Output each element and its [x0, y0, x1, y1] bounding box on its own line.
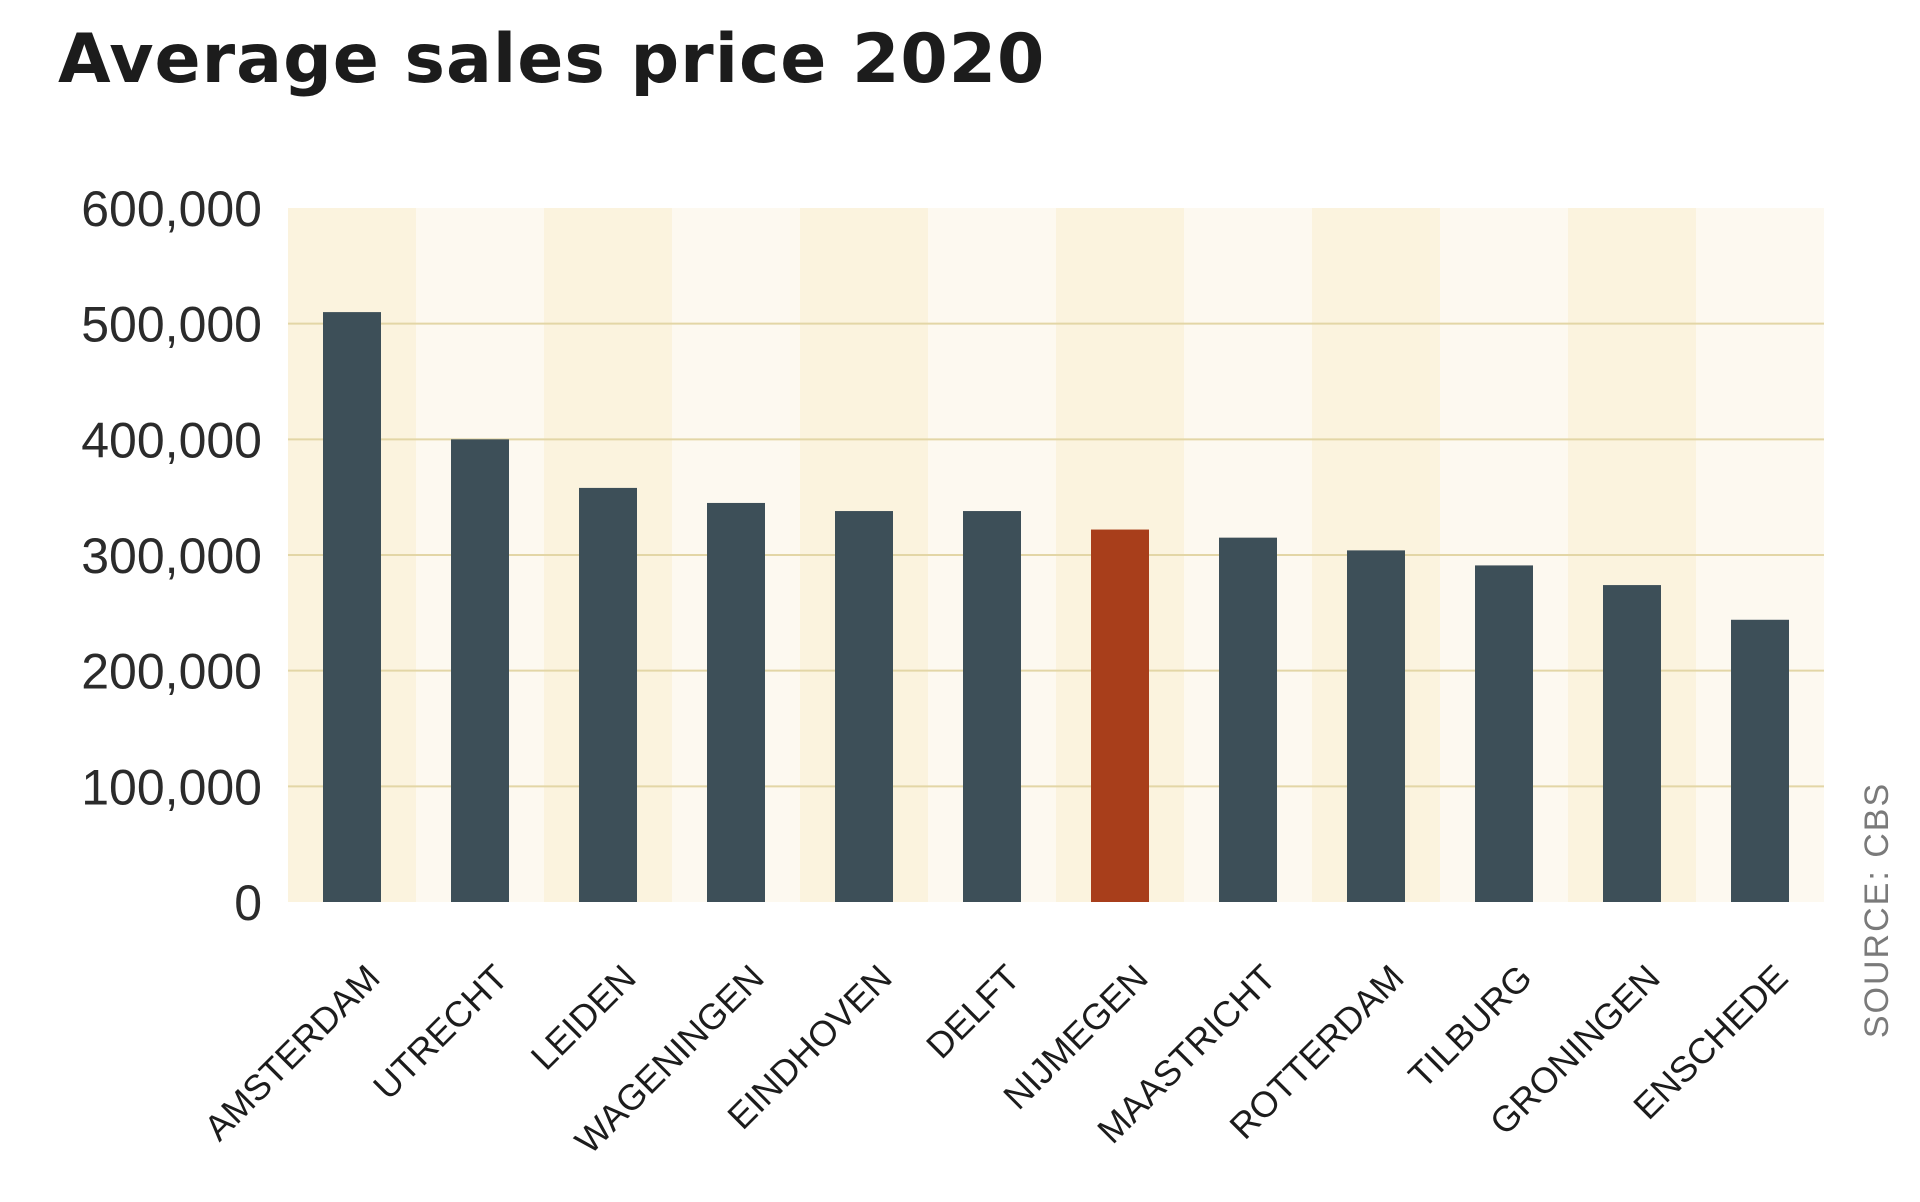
y-tick-label: 300,000 [81, 528, 262, 584]
bar-groningen [1603, 585, 1661, 902]
grid-lines [288, 322, 1824, 788]
bar-delft [963, 511, 1021, 902]
y-tick-label: 200,000 [81, 644, 262, 700]
y-axis-ticks: 0 100,000 200,000 300,000 400,000 500,000 600,… [81, 181, 262, 931]
x-tick-label: LEIDEN [523, 957, 644, 1078]
bar-leiden [579, 487, 637, 902]
y-tick-label: 100,000 [81, 759, 262, 815]
x-tick-label: DELFT [918, 957, 1028, 1067]
y-tick-label: 600,000 [81, 181, 262, 237]
bar-wageningen [707, 502, 765, 902]
bar-enschede [1731, 619, 1789, 902]
x-tick-label: AMSTERDAM [196, 957, 388, 1149]
bar-tilburg [1475, 565, 1533, 902]
bar-eindhoven [835, 511, 893, 902]
bars [323, 312, 1789, 903]
y-tick-label: 400,000 [81, 412, 262, 468]
chart-title: Average sales price 2020 [58, 20, 1046, 99]
bar-amsterdam [323, 312, 381, 903]
bar-maastricht [1219, 537, 1277, 902]
bar-rotterdam [1347, 550, 1405, 902]
bar-utrecht [451, 439, 509, 902]
bar-nijmegen [1091, 529, 1149, 902]
y-tick-label: 500,000 [81, 297, 262, 353]
x-tick-label: TILBURG [1400, 957, 1539, 1096]
x-tick-label: UTRECHT [365, 957, 516, 1108]
y-tick-label: 0 [234, 875, 262, 931]
source-label: SOURCE: CBS [1858, 782, 1896, 1038]
